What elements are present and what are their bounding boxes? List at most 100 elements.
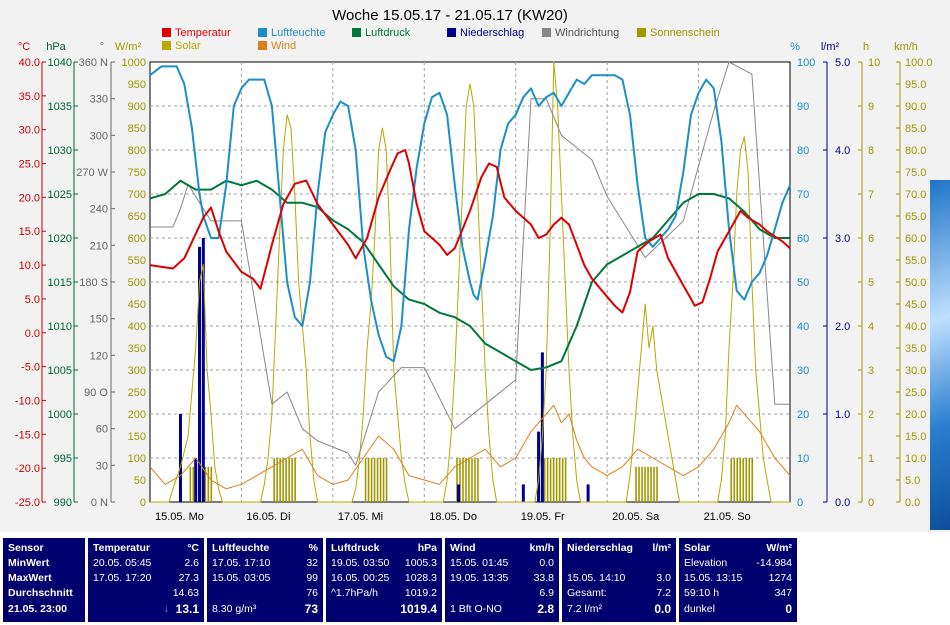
- rain-bar-2: [198, 246, 202, 502]
- temp-tick-6: 10.0: [19, 260, 40, 272]
- solar-max-value: 1274: [768, 572, 792, 584]
- sun-bar-6-1: [733, 458, 736, 502]
- sun-bar-5-4: [647, 466, 649, 502]
- dir-tick-1: 330: [90, 94, 108, 106]
- temp-tick-2: 30.0: [19, 125, 40, 137]
- series-line-solar: [150, 61, 790, 503]
- legend-label-1: Luftfeuchte: [271, 27, 325, 39]
- legend-swatch-5: [637, 28, 646, 37]
- solar-tick-0: 1000: [122, 57, 146, 69]
- wind-tick-14: 30.0: [905, 365, 926, 377]
- wind-tick-15: 25.0: [905, 387, 926, 399]
- press-avg-value: 1019.2: [404, 587, 437, 599]
- sun-bar-6-6: [748, 458, 751, 502]
- wind-min-value: 0.0: [539, 557, 554, 569]
- sun-bar-0-5: [204, 466, 207, 502]
- rain-tick-5: 0.0: [835, 497, 850, 509]
- rain-bar-7: [540, 352, 544, 502]
- solar-tick-2: 900: [128, 101, 146, 113]
- hum-header: Luftfeuchte: [212, 542, 270, 554]
- rain-tick-3: 2.0: [835, 321, 850, 333]
- hum-min-value: 32: [306, 557, 318, 569]
- rain-axis-header: l/m²: [821, 41, 840, 53]
- sun-tick-10: 0: [868, 497, 874, 509]
- sun-bar-2-1: [367, 458, 370, 502]
- stats-panel-humidity: Luftfeuchte% 17.05. 17:10 32 15.05. 03:05…: [207, 538, 323, 622]
- temp-tick-12: -20.0: [15, 463, 40, 475]
- temp-current-value: 13.1: [175, 602, 199, 616]
- dir-tick-4: 240: [90, 204, 108, 216]
- wind-tick-7: 65.0: [905, 211, 926, 223]
- solar-tick-14: 300: [128, 365, 146, 377]
- solar-tick-11: 450: [128, 299, 146, 311]
- trend-down-icon: ↓: [163, 603, 169, 615]
- sun-tick-5: 5: [868, 277, 874, 289]
- rain-bar-5: [521, 484, 525, 502]
- press-max-time: 16.05. 00:25: [331, 572, 390, 584]
- sun-bar-4-0: [543, 458, 546, 502]
- rain-tick-2: 3.0: [835, 233, 850, 245]
- day-label-0: 15.05. Mo: [155, 511, 204, 523]
- press-min-time: 19.05. 03:50: [331, 557, 390, 569]
- sun-tick-3: 7: [868, 189, 874, 201]
- temp-tick-8: 0.0: [25, 328, 40, 340]
- dir-tick-12: 0 N: [91, 497, 108, 509]
- series-line-luftdruck: [149, 179, 790, 371]
- stats-panel-wind: Wind km/h 15.05. 01:45 0.0 19.05. 13:35 33.…: [445, 538, 559, 622]
- x-axis-labels: 15.05. Mo 16.05. Di 17.05. Mi 18.05. Do 19.0…: [155, 511, 751, 523]
- wind-tick-16: 20.0: [905, 409, 926, 421]
- solar-tick-7: 650: [128, 211, 146, 223]
- sun-bar-1-5: [288, 458, 290, 502]
- stats-panel-solar: Solar W/m² Elevation -14.984 15.05. 13:15 1…: [679, 538, 797, 622]
- hum-tick-9: 10: [797, 453, 809, 465]
- solar-max-time: 15.05. 13:15: [684, 572, 743, 584]
- hum-min-time: 17.05. 17:10: [212, 557, 271, 569]
- wind-tick-18: 10.0: [905, 453, 926, 465]
- wind-min-time: 15.05. 01:45: [450, 557, 509, 569]
- legend-swatch-4: [542, 28, 551, 37]
- sun-bar-3-0: [456, 458, 458, 502]
- hum-absolute: 8.30 g/m³: [212, 603, 257, 615]
- sun-axis-header: h: [863, 41, 869, 53]
- sun-bar-4-7: [564, 458, 567, 502]
- wind-max-value: 33.8: [533, 572, 554, 584]
- solar-tick-20: 0: [140, 497, 146, 509]
- series-lines: [149, 61, 791, 503]
- sun-bar-4-3: [552, 458, 555, 502]
- temp-tick-10: -10.0: [15, 395, 40, 407]
- day-label-5: 20.05. Sa: [612, 511, 660, 523]
- sun-bar-2-0: [364, 458, 367, 502]
- wind-tick-17: 15.0: [905, 431, 926, 443]
- temp-header: Temperatur: [93, 542, 150, 554]
- temp-tick-11: -15.0: [15, 429, 40, 441]
- dir-tick-6: 180 S: [79, 277, 108, 289]
- hum-tick-4: 60: [797, 233, 809, 245]
- sun-bar-2-5: [379, 458, 382, 502]
- series-line-luftfeuchte: [149, 65, 791, 363]
- hum-tick-8: 20: [797, 409, 809, 421]
- rain-bar-6: [537, 431, 541, 502]
- wind-tick-13: 35.0: [905, 343, 926, 355]
- legend-label-2: Luftdruck: [365, 27, 411, 39]
- sun-bar-4-2: [549, 458, 552, 502]
- hum-unit: %: [308, 542, 318, 554]
- rain-bar-0: [178, 414, 182, 502]
- sun-bar-4-4: [555, 458, 558, 502]
- solar-header: Solar: [684, 542, 711, 554]
- wind-header: Wind: [450, 542, 476, 554]
- solar-avg-value: 347: [774, 587, 792, 599]
- solar-current-value: 0: [785, 602, 792, 616]
- hum-tick-3: 70: [797, 189, 809, 201]
- dir-tick-9: 90 O: [84, 387, 108, 399]
- press-trend: ^1.7hPa/h: [331, 587, 378, 599]
- rain-max-value: 3.0: [656, 572, 671, 584]
- dir-tick-3: 270 W: [76, 167, 108, 179]
- press-tick-1: 1035: [48, 101, 72, 113]
- wind-tick-1: 95.0: [905, 79, 926, 91]
- solar-tick-13: 350: [128, 343, 146, 355]
- sun-bar-1-2: [279, 458, 281, 502]
- day-label-1: 16.05. Di: [246, 511, 290, 523]
- series-line-wind: [149, 404, 791, 490]
- wind-unit: km/h: [529, 542, 554, 554]
- desktop-background: [930, 180, 950, 530]
